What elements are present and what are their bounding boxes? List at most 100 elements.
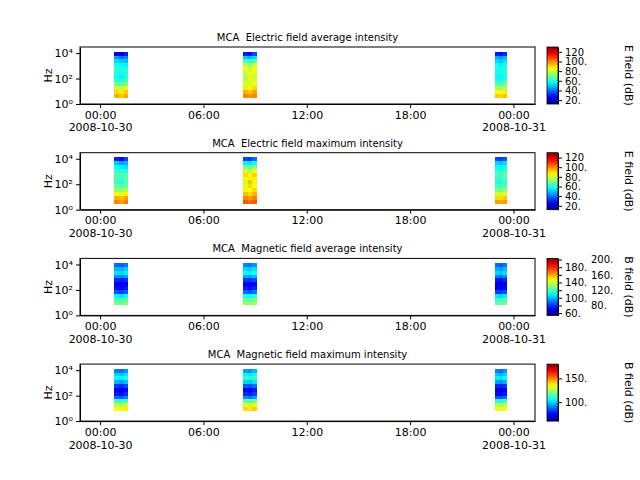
panel: 00:002008-10-3006:0012:0018:0000:002008-… xyxy=(42,349,635,451)
x-tick-mark xyxy=(513,421,514,425)
colorbar-axis: 20.40.60.80.100.120 xyxy=(558,47,587,106)
heatmap-cell xyxy=(124,56,129,60)
heatmap-cell xyxy=(252,59,257,63)
heatmap-cell xyxy=(495,180,499,184)
heatmap-cell xyxy=(124,384,129,388)
heatmap-cell xyxy=(248,392,253,396)
heatmap-cell xyxy=(248,79,253,83)
x-tick-label-line: 00:00 xyxy=(498,426,530,439)
heatmap-cell xyxy=(248,67,253,71)
heatmap-cell xyxy=(495,94,499,98)
heatmap-cell xyxy=(503,94,507,98)
heatmap-cell xyxy=(114,294,119,298)
heatmap-cell xyxy=(503,52,507,56)
y-tick-label: 10⁰ xyxy=(55,98,74,111)
heatmap-cell xyxy=(124,161,129,165)
heatmap-cell xyxy=(499,59,503,63)
heatmap-cell xyxy=(252,56,257,60)
colorbar-tick-label: 80. xyxy=(591,300,607,311)
heatmap-cell xyxy=(119,90,124,94)
x-tick-label-line: 2008-10-31 xyxy=(482,333,546,346)
x-tick: 00:002008-10-31 xyxy=(482,421,546,451)
panel-title: MCA Electric field maximum intensity xyxy=(212,138,403,149)
y-tick-mark xyxy=(76,264,80,265)
heatmap-cell xyxy=(503,196,507,200)
x-tick-label: 00:002008-10-31 xyxy=(482,109,546,135)
x-tick: 06:00 xyxy=(188,104,220,122)
x-axis: 00:002008-10-3006:0012:0018:0000:002008-… xyxy=(69,104,546,134)
heatmap-cell xyxy=(252,75,257,79)
heatmap-cell xyxy=(499,263,503,267)
heatmap-cell xyxy=(124,67,129,71)
heatmap-cell xyxy=(114,302,119,306)
y-tick-mark xyxy=(76,290,80,291)
heatmap-cell xyxy=(124,407,129,411)
heatmap-cell xyxy=(114,286,119,290)
heatmap-cell xyxy=(124,94,129,98)
heatmap-cell xyxy=(124,294,129,298)
heatmap-cell xyxy=(499,157,503,161)
heatmap-cell xyxy=(248,376,253,380)
y-axis-title: Hz xyxy=(42,174,55,188)
x-tick: 18:00 xyxy=(395,421,427,439)
heatmap-cell xyxy=(252,376,257,380)
heatmap-cell xyxy=(495,403,499,407)
heatmap-cell xyxy=(119,56,124,60)
heatmap-cell xyxy=(252,188,257,192)
heatmap-cell xyxy=(124,278,129,282)
colorbar-tick: 40. xyxy=(558,191,581,202)
heatmap-cell xyxy=(243,200,248,204)
panel: 00:002008-10-3006:0012:0018:0000:002008-… xyxy=(42,243,635,345)
x-tick-label: 12:00 xyxy=(291,320,323,333)
heatmap-cell xyxy=(495,267,499,271)
heatmap-cell xyxy=(499,267,503,271)
axis-line xyxy=(558,365,559,422)
heatmap-cell xyxy=(243,94,248,98)
heatmap-cell xyxy=(503,271,507,275)
heatmap-cell xyxy=(119,290,124,294)
heatmap-cell xyxy=(499,271,503,275)
heatmap-cell xyxy=(114,184,119,188)
heatmap-cell xyxy=(503,282,507,286)
heatmap-cell xyxy=(124,192,129,196)
heatmap-cell xyxy=(114,67,119,71)
heatmap-cell xyxy=(243,169,248,173)
heatmap-cell xyxy=(114,278,119,282)
heatmap-cell xyxy=(495,188,499,192)
panel-title: MCA Magnetic field maximum intensity xyxy=(208,349,408,360)
heatmap-cell xyxy=(503,75,507,79)
heatmap-cell xyxy=(503,290,507,294)
colorbar-tick-label: 180. xyxy=(565,262,587,273)
heatmap-cell xyxy=(114,384,119,388)
x-tick: 00:002008-10-31 xyxy=(482,210,546,240)
heatmap-cell xyxy=(499,376,503,380)
colorbar-axis: 100.150. xyxy=(558,365,587,422)
heatmap-cell xyxy=(248,373,253,377)
y-tick: 10² xyxy=(55,73,80,86)
colorbar-tick-label: 120 xyxy=(565,152,584,163)
heatmap-cell xyxy=(499,399,503,403)
panel: 00:002008-10-3006:0012:0018:0000:002008-… xyxy=(42,32,635,134)
x-tick-label: 18:00 xyxy=(395,320,427,333)
x-tick-label-line: 00:00 xyxy=(498,320,530,333)
heatmap-cell xyxy=(503,56,507,60)
colorbar-tick: 60. xyxy=(558,181,581,192)
x-tick: 12:00 xyxy=(291,104,323,122)
heatmap-cell xyxy=(243,302,248,306)
colorbar-tick-label: 200. xyxy=(591,254,613,265)
heatmap-cell xyxy=(252,52,257,56)
heatmap-cell xyxy=(114,388,119,392)
heatmap-cell xyxy=(252,396,257,400)
x-tick: 12:00 xyxy=(291,315,323,333)
x-tick-label-line: 12:00 xyxy=(291,215,323,228)
x-tick-label: 18:00 xyxy=(395,426,427,439)
heatmap-cell xyxy=(252,275,257,279)
heatmap-cell xyxy=(248,200,253,204)
x-tick-label: 00:002008-10-31 xyxy=(482,426,546,452)
heatmap-cell xyxy=(243,388,248,392)
heatmap-cell xyxy=(119,407,124,411)
heatmap-cell xyxy=(248,59,253,63)
colorbar-tick-mark xyxy=(558,81,562,82)
heatmap-cell xyxy=(119,196,124,200)
heatmap-cell xyxy=(499,369,503,373)
